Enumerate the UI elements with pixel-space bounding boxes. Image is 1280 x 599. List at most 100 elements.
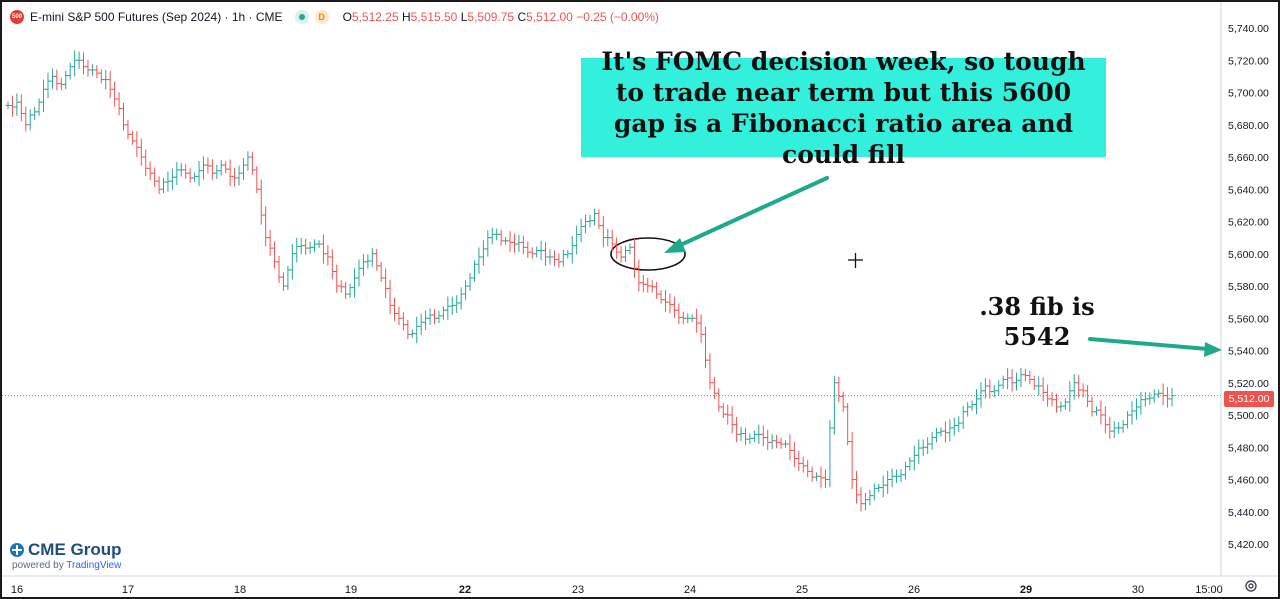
ohlc-bar bbox=[312, 239, 318, 253]
ohlc-bar bbox=[160, 178, 166, 194]
fomc-callout-text: It's FOMC decision week, so tough to tra… bbox=[601, 46, 1086, 169]
tradingview-link[interactable]: TradingView bbox=[66, 560, 122, 571]
price-axis-label: 5,740.00 bbox=[1228, 23, 1269, 35]
ohlc-bar bbox=[1151, 389, 1157, 403]
ohlc-bar bbox=[316, 240, 322, 248]
ohlc-bar bbox=[1005, 368, 1011, 390]
ohlc-bar bbox=[1053, 393, 1059, 413]
market-status-badge[interactable]: D bbox=[314, 10, 329, 24]
ohlc-bar bbox=[9, 95, 15, 117]
ohlc-bar bbox=[734, 416, 740, 443]
ohlc-bar bbox=[449, 296, 455, 315]
ohlc-bar bbox=[796, 450, 802, 472]
ohlc-bar bbox=[1111, 421, 1117, 438]
ohlc-bar bbox=[258, 179, 264, 225]
fomc-callout-box[interactable]: It's FOMC decision week, so tough to tra… bbox=[581, 47, 1106, 169]
ohlc-bar bbox=[911, 445, 917, 471]
ohlc-bar bbox=[338, 280, 344, 293]
fib-arrow[interactable] bbox=[1088, 337, 1222, 357]
ohlc-bar bbox=[196, 161, 202, 187]
time-axis-label: 16 bbox=[11, 584, 23, 596]
ohlc-bar bbox=[23, 106, 29, 132]
symbol-title[interactable]: E-mini S&P 500 Futures (Sep 2024) · 1h ·… bbox=[30, 10, 283, 24]
cme-branding: CME Group powered by TradingView bbox=[10, 540, 122, 571]
ohlc-bar bbox=[747, 433, 753, 445]
ohlc-bar bbox=[676, 303, 682, 325]
ohlc-bar bbox=[840, 391, 846, 412]
ohlc-bar bbox=[236, 165, 242, 186]
ohlc-bar bbox=[725, 404, 731, 425]
ohlc-bar bbox=[618, 246, 624, 263]
ohlc-bar bbox=[1058, 401, 1064, 412]
ohlc-bar bbox=[751, 430, 757, 443]
ohlc-bar bbox=[987, 379, 993, 399]
ohlc-bar bbox=[605, 228, 611, 247]
ohlc-bar bbox=[507, 231, 513, 253]
current-price-tag: 5,512.00 bbox=[1224, 391, 1274, 407]
ohlc-bar bbox=[822, 469, 828, 489]
ohlc-bar bbox=[667, 293, 673, 314]
ohlc-bar bbox=[1089, 396, 1095, 417]
callout-arrow[interactable] bbox=[664, 176, 829, 253]
ohlc-bar bbox=[645, 277, 651, 293]
ohlc-bar bbox=[525, 241, 531, 258]
ohlc-bar bbox=[929, 431, 935, 450]
ohlc-bar bbox=[98, 69, 104, 84]
ohlc-bar bbox=[729, 406, 735, 434]
ohlc-bar bbox=[289, 244, 295, 280]
ohlc-bar bbox=[871, 483, 877, 501]
ohlc-bar bbox=[240, 158, 246, 180]
time-axis-label: 25 bbox=[796, 584, 808, 596]
settings-gear-icon[interactable] bbox=[1244, 579, 1258, 593]
ohlc-bar bbox=[178, 163, 184, 177]
ohlc-bar bbox=[27, 109, 33, 131]
fib-level-note[interactable]: .38 fib is 5542 bbox=[957, 292, 1117, 352]
gap-highlight-ellipse[interactable] bbox=[610, 237, 686, 271]
ohlc-bar bbox=[791, 441, 797, 468]
ohlc-bar bbox=[267, 229, 273, 256]
ohlc-bar bbox=[36, 98, 42, 116]
ohlc-bar bbox=[1036, 376, 1042, 396]
ohlc-bar bbox=[827, 420, 833, 488]
ohlc-bar bbox=[1142, 392, 1148, 407]
ohlc-bar bbox=[218, 160, 224, 176]
ohlc-bar bbox=[551, 250, 557, 267]
ohlc-bar bbox=[276, 256, 282, 283]
ohlc-bar bbox=[974, 389, 980, 415]
symbol-logo-icon[interactable]: 500 bbox=[10, 10, 24, 24]
brand-name: CME Group bbox=[28, 540, 122, 559]
ohlc-bar bbox=[405, 319, 411, 340]
ohlc-bar bbox=[658, 290, 664, 304]
ohlc-bar bbox=[67, 62, 73, 80]
price-axis-label: 5,700.00 bbox=[1228, 88, 1269, 100]
ohlc-bar bbox=[249, 152, 255, 175]
ohlc-bar bbox=[814, 472, 820, 481]
ohlc-bar bbox=[14, 93, 20, 116]
ohlc-bar bbox=[800, 456, 806, 473]
ohlc-bar bbox=[356, 259, 362, 287]
ohlc-bar bbox=[1160, 383, 1166, 406]
ohlc-bar bbox=[174, 162, 180, 185]
ohlc-bar bbox=[631, 237, 637, 278]
market-open-icon bbox=[294, 10, 309, 24]
price-axis-label: 5,440.00 bbox=[1228, 507, 1269, 519]
ohlc-bar bbox=[143, 149, 149, 177]
ohlc-bar bbox=[378, 261, 384, 282]
ohlc-bar bbox=[831, 375, 837, 435]
ohlc-bar bbox=[756, 424, 762, 445]
ohlc-bar bbox=[876, 483, 882, 493]
ohlc-bar bbox=[516, 234, 522, 252]
ohlc-bar bbox=[232, 167, 238, 187]
ohlc-bar bbox=[1093, 406, 1099, 416]
time-axis-label: 22 bbox=[459, 584, 471, 596]
ohlc-bar bbox=[920, 439, 926, 456]
ohlc-bar bbox=[960, 405, 966, 429]
time-axis-label: 18 bbox=[234, 584, 246, 596]
ohlc-bar bbox=[147, 161, 153, 180]
ohlc-bar bbox=[565, 249, 571, 259]
ohlc-bar bbox=[396, 306, 402, 326]
ohlc-bar bbox=[360, 254, 366, 277]
ohlc-bar bbox=[192, 172, 198, 182]
